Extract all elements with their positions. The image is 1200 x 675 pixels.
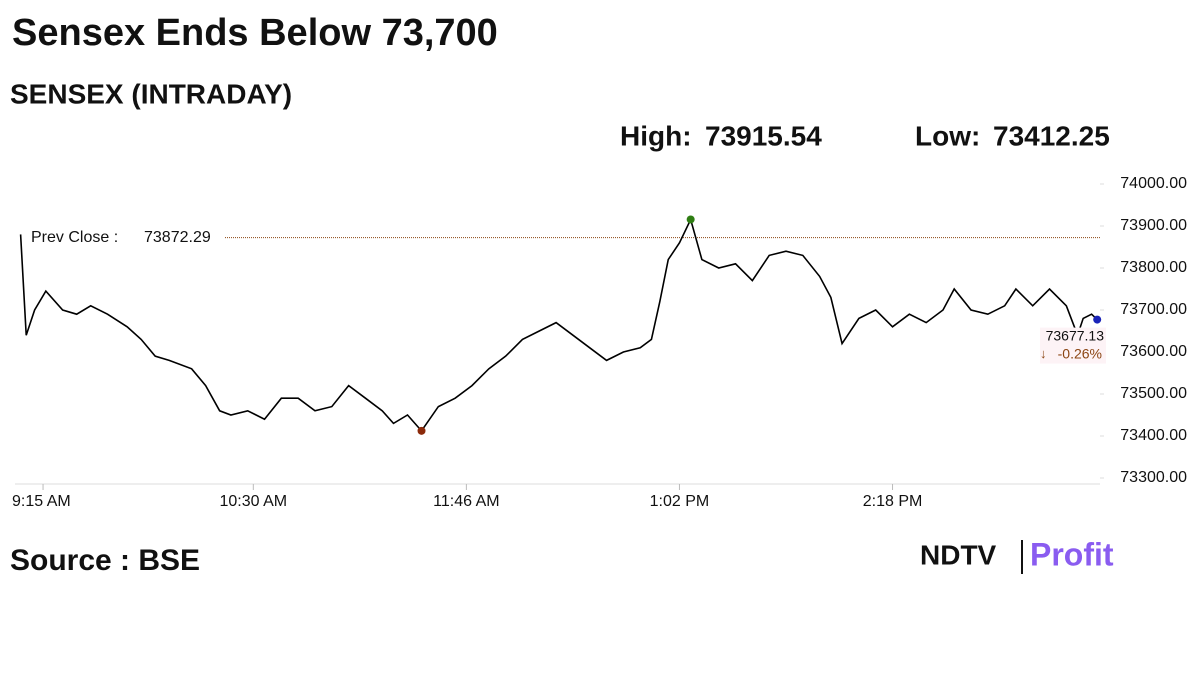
last-value: 73677.13 [1046,327,1105,343]
point-marker [417,426,426,435]
point-marker [686,215,695,224]
y-tick-label: 73900.00 [1120,217,1187,234]
y-tick-label: 73300.00 [1120,469,1187,486]
x-tick-label: 10:30 AM [220,493,288,510]
prev-close-label: Prev Close : [31,229,118,246]
prev-close-value: 73872.29 [144,229,211,246]
x-tick-label: 1:02 PM [650,493,710,510]
change-arrow: ↓ [1040,346,1047,361]
y-tick-label: 74000.00 [1120,175,1187,192]
subtitle: SENSEX (INTRADAY) [10,78,292,109]
title: Sensex Ends Below 73,700 [12,12,498,54]
source: Source : BSE [10,544,200,577]
x-tick-label: 2:18 PM [863,493,923,510]
point-marker [1093,315,1102,324]
y-tick-label: 73700.00 [1120,301,1187,318]
logo-ndtv: NDTV [920,539,997,570]
y-tick-label: 73400.00 [1120,427,1187,444]
x-tick-label: 9:15 AM [12,493,71,510]
high-label: High: [620,120,692,151]
last-value-box [1040,327,1106,364]
logo-profit: Profit [1030,536,1114,572]
change-value: -0.26% [1058,345,1102,361]
y-tick-label: 73600.00 [1120,343,1187,360]
high-value: 73915.54 [705,120,822,151]
low-label: Low: [915,120,980,151]
y-tick-label: 73800.00 [1120,259,1187,276]
low-value: 73412.25 [993,120,1110,151]
y-tick-label: 73500.00 [1120,385,1187,402]
price-line [19,217,1098,433]
x-tick-label: 11:46 AM [433,493,499,510]
